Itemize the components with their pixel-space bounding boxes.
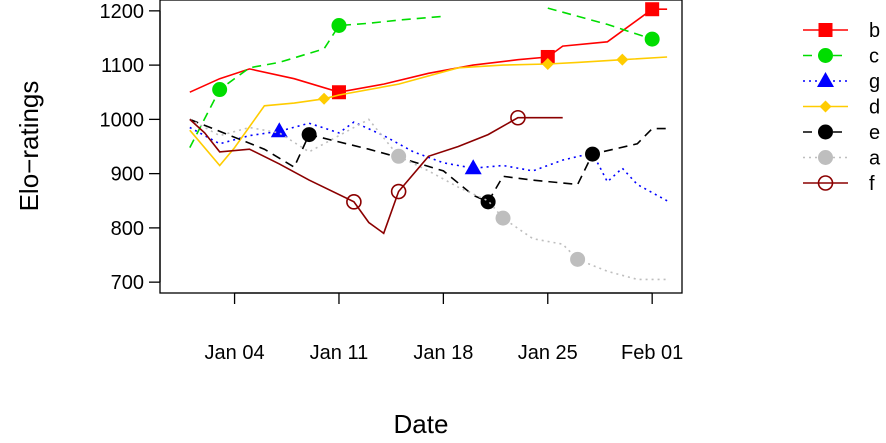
series-c-point <box>644 31 660 47</box>
series-b-point <box>645 2 660 17</box>
legend-marker <box>818 48 833 63</box>
series-g-point <box>270 122 288 138</box>
series-d-point <box>318 92 331 105</box>
series-c-point <box>331 18 347 34</box>
series-e-point <box>585 146 601 162</box>
series-c-point <box>212 82 228 98</box>
legend-label: a <box>869 148 881 170</box>
y-tick-label: 800 <box>111 218 144 240</box>
y-tick-label: 700 <box>111 272 144 294</box>
series-a-line <box>189 118 668 281</box>
y-tick-label: 1200 <box>100 1 145 23</box>
series-b-point <box>331 85 346 100</box>
y-tick-label: 900 <box>111 164 144 186</box>
legend-label: f <box>869 173 875 195</box>
legend-label: d <box>869 97 880 119</box>
x-tick-label: Jan 25 <box>518 342 578 364</box>
legend-marker <box>817 175 834 191</box>
series-f-line <box>189 116 563 235</box>
x-axis: Jan 04 Jan 11 Jan 18 Jan 25 Feb 01 <box>205 292 683 364</box>
legend-marker <box>818 150 833 165</box>
x-tick-label: Jan 18 <box>413 342 473 364</box>
series-d <box>189 53 668 167</box>
legend-item-g: g <box>803 71 880 93</box>
legend-marker <box>818 23 833 37</box>
series-a-point <box>570 251 586 267</box>
series-f <box>189 109 563 235</box>
x-tick-label: Feb 01 <box>621 342 683 364</box>
legend-label: c <box>869 46 879 68</box>
series-e <box>189 118 668 210</box>
series-d-line <box>189 56 668 167</box>
series-f-point <box>390 183 407 200</box>
series-layer <box>189 2 668 281</box>
legend-item-c: c <box>803 46 879 68</box>
series-b-point <box>540 49 555 64</box>
y-tick-label: 1100 <box>101 55 144 77</box>
legend-marker <box>818 124 833 140</box>
legend-label: b <box>869 20 880 42</box>
series-e-point <box>480 194 496 210</box>
x-axis-title: Date <box>394 409 449 439</box>
series-a-point <box>495 210 511 226</box>
series-f-point <box>346 194 362 210</box>
series-f-point <box>510 109 526 126</box>
series-c <box>189 7 660 148</box>
series-a-point <box>391 148 407 164</box>
series-d-point <box>541 58 554 71</box>
legend-item-b: b <box>803 20 880 42</box>
series-a <box>189 118 668 281</box>
series-c-line <box>189 15 444 148</box>
y-axis: 700 800 900 1000 1100 1200 <box>100 1 161 294</box>
y-axis-title: Elo−ratings <box>14 81 44 212</box>
series-e-line <box>189 118 668 203</box>
series-c-line <box>547 7 653 40</box>
legend-item-e: e <box>803 122 880 144</box>
legend-item-d: d <box>803 97 880 119</box>
series-g <box>189 121 668 202</box>
x-tick-label: Jan 04 <box>205 342 265 364</box>
series-d-point <box>616 53 629 66</box>
legend-label: g <box>869 71 880 93</box>
y-tick-label: 1000 <box>100 109 145 131</box>
plot-box <box>159 0 683 294</box>
legend-marker <box>817 72 834 87</box>
series-e-point <box>301 127 317 143</box>
legend-label: e <box>869 122 880 144</box>
legend-marker <box>819 100 832 113</box>
legend-item-a: a <box>803 148 881 170</box>
legend-item-f: f <box>803 173 875 195</box>
series-g-line <box>189 121 668 202</box>
x-tick-label: Jan 11 <box>310 342 369 364</box>
series-b <box>189 2 668 100</box>
series-g-point <box>464 159 482 175</box>
